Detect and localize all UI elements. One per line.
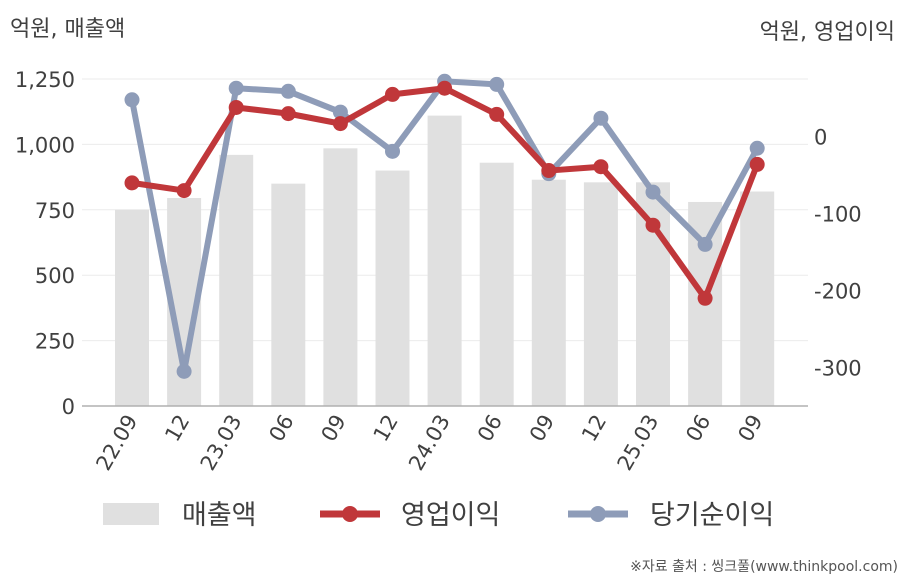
point-1-24.03 bbox=[437, 80, 453, 96]
left-tick-label: 750 bbox=[35, 199, 75, 223]
point-1-06 bbox=[489, 106, 505, 122]
x-tick-label: 12 bbox=[160, 411, 194, 446]
x-tick-label: 06 bbox=[264, 411, 298, 446]
point-1-09 bbox=[332, 116, 348, 132]
left-tick-label: 1,250 bbox=[15, 68, 75, 92]
bar-09 bbox=[323, 148, 358, 406]
point-2-09 bbox=[749, 140, 765, 156]
bar-06 bbox=[479, 162, 514, 406]
x-tick-label: 12 bbox=[369, 411, 403, 446]
point-1-09 bbox=[541, 163, 557, 179]
x-tick-label: 25.03 bbox=[612, 411, 663, 475]
bar-24.03 bbox=[427, 115, 462, 407]
right-tick-label: -100 bbox=[814, 203, 862, 227]
bar-09 bbox=[531, 179, 566, 406]
point-1-12 bbox=[385, 86, 400, 102]
x-tick-label: 06 bbox=[473, 411, 507, 446]
point-2-06 bbox=[280, 83, 296, 99]
legend: 매출액 영업이익 당기순이익 bbox=[103, 500, 774, 531]
legend-swatch-net-income-dot bbox=[590, 506, 606, 522]
x-tick-label: 12 bbox=[577, 411, 611, 446]
point-1-25.03 bbox=[645, 217, 661, 233]
point-2-09 bbox=[332, 104, 348, 120]
legend-swatch-operating-profit-dot bbox=[342, 506, 358, 522]
right-tick-label: -200 bbox=[814, 280, 862, 304]
point-2-25.03 bbox=[645, 184, 661, 200]
left-axis-ticks: 0 250 500 750 1,000 1,250 bbox=[15, 68, 75, 419]
bar-22.09 bbox=[115, 209, 149, 406]
legend-label-net-income: 당기순이익 bbox=[650, 500, 774, 531]
point-1-06 bbox=[697, 290, 713, 306]
point-2-22.09 bbox=[124, 92, 140, 108]
bar-23.03 bbox=[219, 154, 254, 406]
x-axis-ticks: 22.09 12 23.03 06 09 12 24.03 06 09 12 25.03 06 09 bbox=[91, 411, 767, 475]
x-tick-label: 23.03 bbox=[196, 411, 247, 475]
point-1-12 bbox=[176, 183, 192, 199]
x-tick-label: 09 bbox=[525, 411, 559, 446]
left-tick-label: 500 bbox=[35, 264, 75, 288]
left-axis-label: 억원, 매출액 bbox=[10, 17, 125, 42]
point-1-09 bbox=[749, 156, 765, 172]
point-2-12 bbox=[385, 143, 400, 159]
point-1-23.03 bbox=[228, 99, 244, 115]
left-tick-label: 0 bbox=[62, 395, 75, 419]
right-tick-label: 0 bbox=[814, 126, 827, 150]
point-2-12 bbox=[593, 110, 609, 126]
legend-swatch-sales bbox=[103, 503, 159, 525]
legend-label-operating-profit: 영업이익 bbox=[401, 500, 500, 531]
point-2-12 bbox=[176, 363, 192, 379]
x-tick-label: 06 bbox=[681, 411, 715, 446]
bar-09 bbox=[740, 191, 775, 406]
point-2-06 bbox=[697, 236, 713, 252]
left-tick-label: 250 bbox=[35, 330, 75, 354]
source-note: ※자료 출처 : 씽크풀(www.thinkpool.com) bbox=[630, 559, 898, 575]
bar-12 bbox=[375, 170, 410, 406]
point-1-22.09 bbox=[124, 175, 140, 191]
x-tick-label: 22.09 bbox=[91, 411, 142, 475]
bars bbox=[115, 115, 775, 407]
point-1-12 bbox=[593, 159, 609, 175]
line-series bbox=[124, 73, 765, 379]
x-tick-label: 09 bbox=[733, 411, 767, 446]
left-tick-label: 1,000 bbox=[15, 133, 75, 157]
x-tick-label: 09 bbox=[317, 411, 351, 446]
legend-label-sales: 매출액 bbox=[182, 500, 257, 531]
x-tick-label: 24.03 bbox=[404, 411, 455, 475]
point-2-06 bbox=[489, 76, 505, 92]
bar-06 bbox=[271, 183, 306, 406]
point-2-23.03 bbox=[228, 80, 244, 96]
right-axis-label: 억원, 영업이익 bbox=[760, 20, 895, 45]
bar-12 bbox=[583, 182, 618, 406]
right-axis-ticks: -300 -200 -100 0 bbox=[814, 126, 862, 381]
point-1-06 bbox=[280, 106, 296, 122]
right-tick-label: -300 bbox=[814, 357, 862, 381]
